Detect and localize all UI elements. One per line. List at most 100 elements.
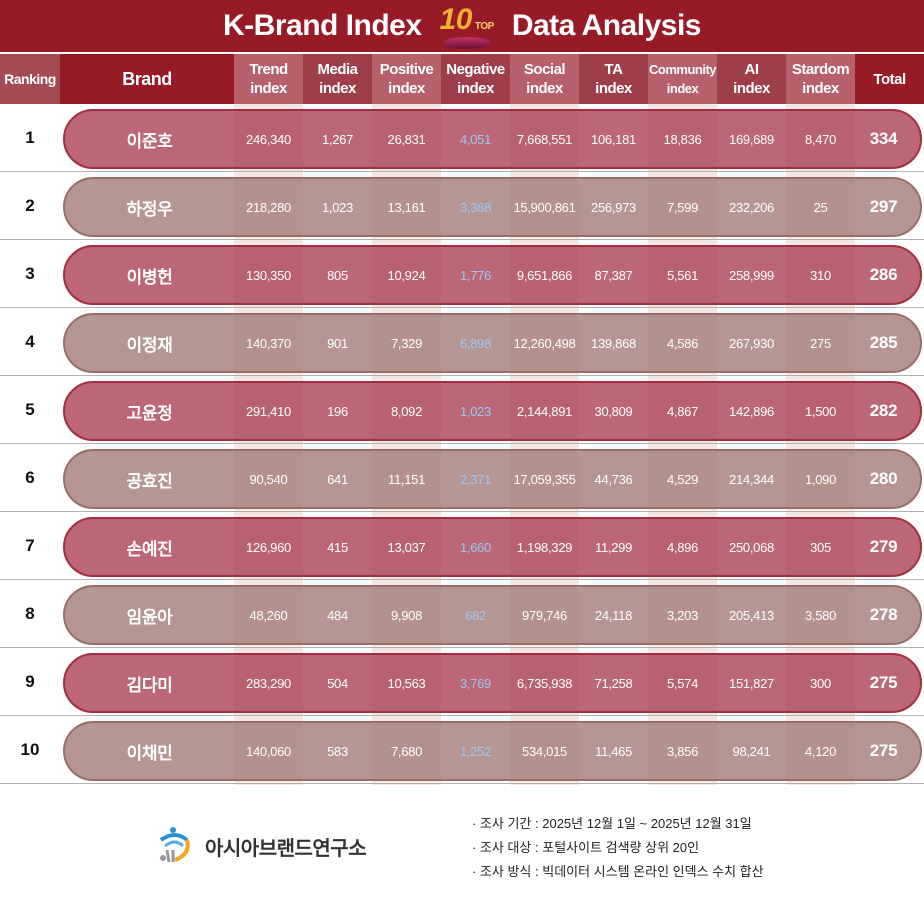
rank: 4 (25, 332, 35, 351)
positive-index-value: 13,161 (387, 199, 426, 215)
negative-index-value: 1,660 (459, 539, 492, 555)
social-index-value: 12,260,498 (513, 335, 576, 351)
col-total: Total (873, 70, 906, 88)
social-index-value: 15,900,861 (513, 199, 576, 215)
logo-text: 아시아브랜드연구소 (205, 837, 367, 860)
social-index-value: 2,144,891 (516, 403, 573, 419)
table-row: 3 이병헌 130,350 805 10,924 1,776 9,651,866 87,38… (0, 240, 924, 308)
media-index-value: 196 (327, 403, 348, 419)
negative-index-value: 6,898 (459, 335, 492, 351)
social-index-value: 1,198,329 (516, 539, 573, 555)
note-period: · 조사 기간 : 2025년 12월 1일 ~ 2025년 12월 31일 (472, 816, 752, 831)
trend-index-value: 140,060 (246, 743, 291, 759)
community-index-value: 5,574 (666, 675, 699, 691)
negative-index-value: 2,371 (459, 471, 492, 487)
ai-index-value: 258,999 (729, 267, 774, 283)
social-index-value: 534,015 (522, 743, 567, 759)
ta-index-value: 71,258 (594, 675, 633, 691)
trend-index-value: 48,260 (249, 607, 288, 623)
community-index-value: 3,856 (666, 743, 699, 759)
ai-index-value: 214,344 (729, 471, 774, 487)
total-value: 297 (869, 197, 898, 216)
ai-index-value: 151,827 (729, 675, 774, 691)
ai-index-value: 142,896 (729, 403, 774, 419)
brand-name: 하정우 (126, 199, 173, 219)
logo: 아시아브랜드연구소 (155, 826, 367, 866)
col-trend: Trend index (234, 54, 303, 104)
community-index-value: 4,896 (666, 539, 699, 555)
trend-index-value: 218,280 (246, 199, 291, 215)
table-row: 5 고윤정 291,410 196 8,092 1,023 2,144,891 30,809… (0, 376, 924, 444)
brand-name: 고윤정 (126, 403, 173, 423)
ta-index-value: 11,299 (595, 539, 632, 555)
stardom-index-value: 8,470 (804, 131, 837, 147)
negative-index-value: 1,252 (459, 743, 492, 759)
trend-index-value: 140,370 (246, 335, 291, 351)
stardom-index-value: 310 (810, 267, 831, 283)
row-pill: 손예진 126,960 415 13,037 1,660 1,198,329 11,299 4… (63, 517, 922, 577)
rank: 10 (20, 740, 40, 759)
row-pill: 고윤정 291,410 196 8,092 1,023 2,144,891 30,809 4,… (63, 381, 922, 441)
positive-index-value: 13,037 (387, 539, 426, 555)
rank: 8 (25, 604, 35, 623)
ta-index-value: 106,181 (591, 131, 636, 147)
stardom-index-value: 3,580 (804, 607, 837, 623)
row-pill: 이준호 246,340 1,267 26,831 4,051 7,668,551 106,1… (63, 109, 922, 169)
table-row: 2 하정우 218,280 1,023 13,161 3,368 15,900,861 25… (0, 172, 924, 240)
title-left: K-Brand Index (223, 9, 422, 42)
col-ai: AI index (717, 54, 786, 104)
stardom-index-value: 1,500 (804, 403, 837, 419)
trend-index-value: 291,410 (246, 403, 291, 419)
ta-index-value: 44,736 (594, 471, 633, 487)
negative-index-value: 3,769 (459, 675, 492, 691)
media-index-value: 484 (327, 607, 348, 623)
row-pill: 하정우 218,280 1,023 13,161 3,368 15,900,861 256,… (63, 177, 922, 237)
positive-index-value: 7,329 (390, 335, 423, 351)
trend-index-value: 126,960 (246, 539, 291, 555)
brand-logo-icon (159, 827, 190, 863)
media-index-value: 415 (327, 539, 348, 555)
table-row: 8 임윤아 48,260 484 9,908 682 979,746 24,118 3,203… (0, 580, 924, 648)
col-positive: Positive index (372, 54, 441, 104)
negative-index-value: 3,368 (459, 199, 492, 215)
col-negative: Negative index (441, 54, 510, 104)
brand-name: 손예진 (126, 539, 173, 559)
rank: 5 (25, 400, 35, 419)
stardom-index-value: 305 (810, 539, 831, 555)
table-row: 4 이정재 140,370 901 7,329 6,898 12,260,498 139,8… (0, 308, 924, 376)
stardom-index-value: 1,090 (804, 471, 837, 487)
positive-index-value: 11,151 (388, 471, 425, 487)
row-pill: 공효진 90,540 641 11,151 2,371 17,059,355 44,736 4… (63, 449, 922, 509)
negative-index-value: 4,051 (459, 131, 492, 147)
col-stardom: Stardom index (786, 54, 855, 104)
ta-index-value: 139,868 (591, 335, 636, 351)
brand-name: 김다미 (126, 675, 173, 695)
table-row: 1 이준호 246,340 1,267 26,831 4,051 7,668,551 106… (0, 104, 924, 172)
social-index-value: 6,735,938 (516, 675, 573, 691)
rank: 9 (25, 672, 35, 691)
positive-index-value: 10,563 (387, 675, 426, 691)
rank: 7 (25, 536, 35, 555)
row-pill: 임윤아 48,260 484 9,908 682 979,746 24,118 3,203 20… (63, 585, 922, 645)
community-index-value: 4,867 (666, 403, 699, 419)
media-index-value: 805 (327, 267, 348, 283)
trend-index-value: 130,350 (246, 267, 291, 283)
community-index-value: 3,203 (666, 607, 699, 623)
column-headers: Ranking Brand Trend index Media index Po… (0, 54, 924, 104)
media-index-value: 1,023 (321, 199, 354, 215)
negative-index-value: 1,023 (459, 403, 492, 419)
total-value: 280 (869, 469, 898, 488)
badge-text-group: 10 TOP (440, 1, 495, 37)
total-value: 275 (869, 673, 898, 692)
positive-index-value: 10,924 (387, 267, 426, 283)
table-row: 6 공효진 90,540 641 11,151 2,371 17,059,355 44,73… (0, 444, 924, 512)
table-row: 9 김다미 283,290 504 10,563 3,769 6,735,938 71,25… (0, 648, 924, 716)
media-index-value: 1,267 (321, 131, 354, 147)
col-brand: Brand (122, 68, 172, 89)
negative-index-value: 682 (465, 607, 486, 623)
title-right: Data Analysis (511, 9, 702, 42)
brand-name: 이준호 (126, 131, 173, 151)
ai-index-value: 267,930 (729, 335, 774, 351)
social-index-value: 9,651,866 (516, 267, 573, 283)
ai-index-value: 250,068 (729, 539, 774, 555)
